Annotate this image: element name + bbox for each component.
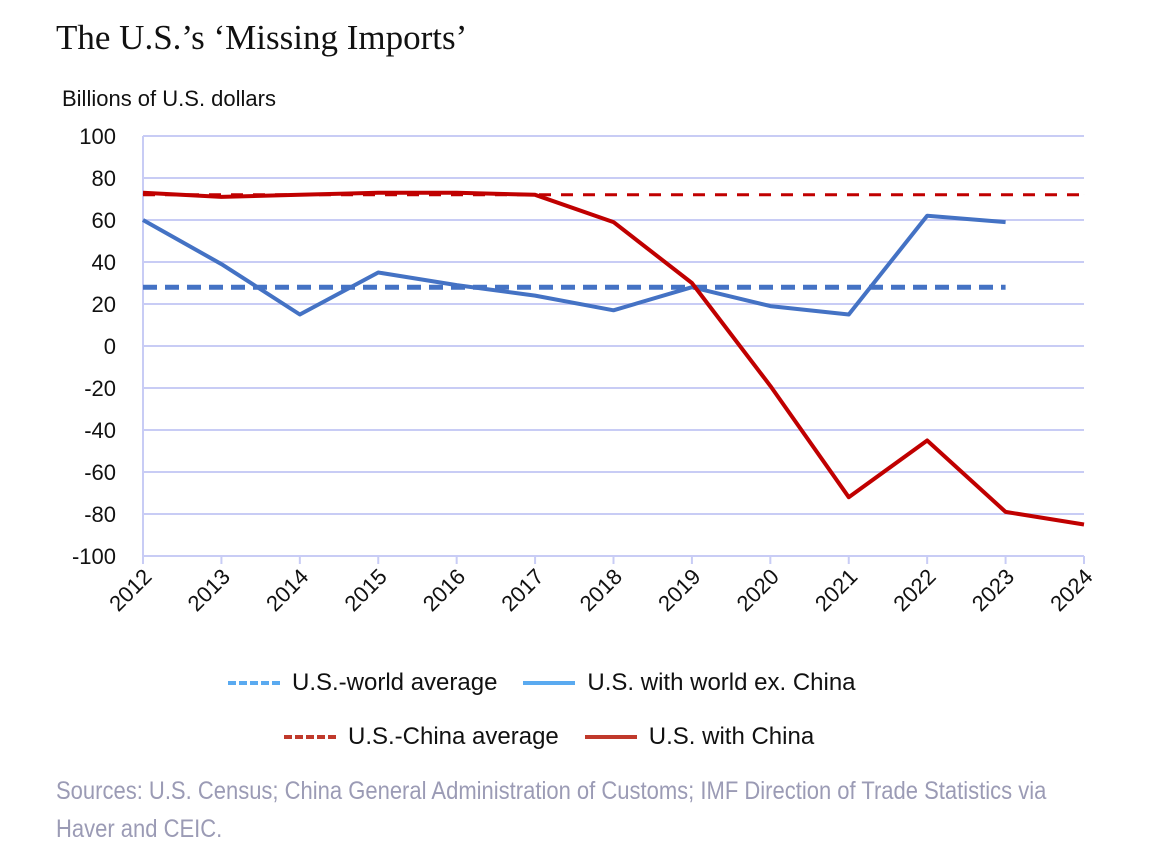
x-tick-label: 2014 — [261, 564, 313, 616]
series-line-u-s-with-china — [142, 190, 1085, 527]
legend-marker-world-average — [228, 681, 280, 685]
series-line-u-s-with-world-ex-china — [142, 213, 1006, 317]
y-tick-label: -60 — [84, 460, 116, 485]
x-tick-label: 2018 — [575, 564, 627, 616]
y-tick-label: -40 — [84, 418, 116, 443]
legend-label-china-average: U.S.-China average — [348, 723, 559, 750]
x-tick-label: 2019 — [653, 564, 705, 616]
legend-label-with-china: U.S. with China — [648, 723, 815, 750]
legend-label-world-average: U.S.-world average — [292, 669, 498, 696]
x-tick-label: 2017 — [496, 564, 548, 616]
x-tick-label: 2022 — [888, 564, 940, 616]
y-tick-label: 40 — [92, 250, 116, 275]
x-tick-label: 2015 — [339, 564, 391, 616]
y-tick-label: 80 — [92, 166, 116, 191]
y-tick-label: -20 — [84, 376, 116, 401]
sources-note: Sources: U.S. Census; China General Admi… — [56, 777, 1047, 843]
legend-marker-with-china — [584, 735, 637, 739]
legend-row-1: U.S.-world average U.S. with world ex. C… — [228, 669, 856, 697]
x-tick-label: 2013 — [183, 564, 235, 616]
x-tick-label: 2024 — [1045, 564, 1097, 616]
x-tick-label: 2016 — [418, 564, 470, 616]
legend-marker-china-average — [284, 735, 336, 739]
y-tick-label: 100 — [79, 124, 116, 149]
chart-title: The U.S.’s ‘Missing Imports’ — [56, 18, 468, 57]
legend-marker-world-ex-china — [523, 681, 576, 685]
y-tick-label: -80 — [84, 502, 116, 527]
legend-row-2: U.S.-China average U.S. with China — [284, 723, 814, 751]
x-tick-label: 2020 — [732, 564, 784, 616]
legend-label-world-ex-china: U.S. with world ex. China — [587, 669, 856, 696]
x-tick-label: 2012 — [104, 564, 156, 616]
y-tick-label: 0 — [104, 334, 116, 359]
y-tick-label: 60 — [92, 208, 116, 233]
x-tick-label: 2023 — [967, 564, 1019, 616]
y-tick-label: -100 — [72, 544, 116, 569]
x-tick-label: 2021 — [810, 564, 862, 616]
y-tick-label: 20 — [92, 292, 116, 317]
y-axis-label: Billions of U.S. dollars — [62, 86, 276, 111]
